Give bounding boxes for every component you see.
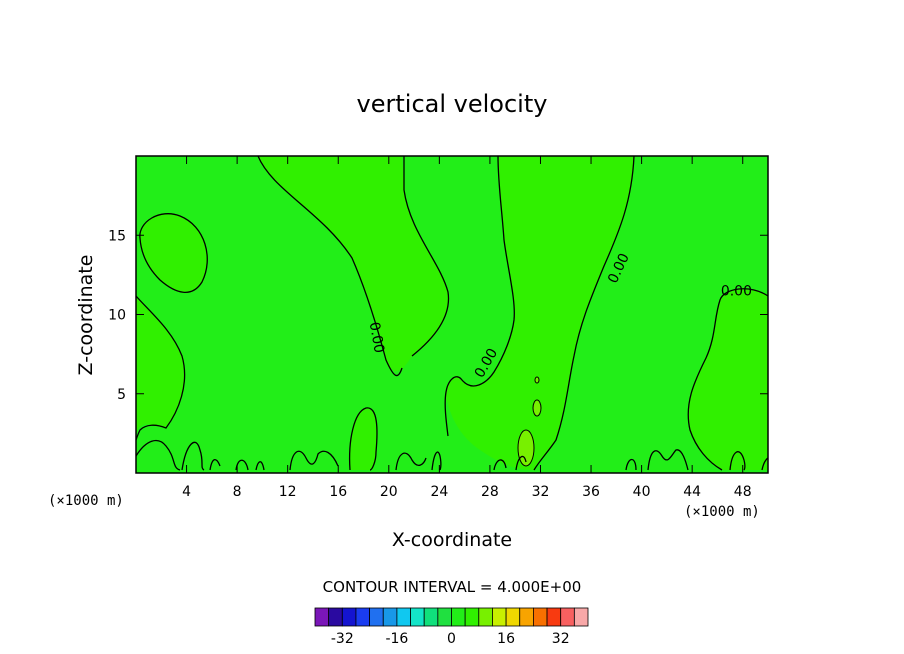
contour-line bbox=[431, 451, 442, 471]
colorbar-tick-labels: -32 -16 0 16 32 bbox=[331, 631, 570, 647]
contour-line bbox=[257, 155, 403, 377]
colorbar-swatch bbox=[328, 607, 343, 627]
positive-velocity-cell bbox=[532, 399, 542, 417]
colorbar-swatch bbox=[533, 607, 548, 627]
contour-line bbox=[687, 288, 769, 471]
x-tick-label: 20 bbox=[380, 484, 398, 500]
colorbar-swatch bbox=[451, 607, 466, 627]
colorbar-tick-label: -16 bbox=[385, 631, 408, 647]
contour-line bbox=[289, 450, 339, 471]
y-axis-ticks: 5 10 15 bbox=[108, 228, 768, 403]
colorbar-tick-label: 0 bbox=[447, 631, 456, 647]
contour-label: 0.00 bbox=[721, 283, 752, 299]
x-tick-label: 8 bbox=[233, 484, 242, 500]
contour-line bbox=[625, 458, 637, 471]
x-axis-ticks: 4 8 12 16 20 24 28 32 36 40 44 48 bbox=[182, 156, 752, 500]
contour-region-fill bbox=[136, 296, 185, 440]
colorbar-swatch bbox=[546, 607, 562, 627]
colorbar-swatch bbox=[355, 607, 371, 627]
x-tick-label: 24 bbox=[430, 484, 448, 500]
contour-line bbox=[135, 439, 181, 471]
contour-line bbox=[647, 449, 689, 471]
x-unit-label-right: (×1000 m) bbox=[684, 504, 760, 520]
x-axis-title: X-coordinate bbox=[392, 529, 512, 551]
contour-line bbox=[395, 452, 427, 471]
x-tick-label: 40 bbox=[633, 484, 651, 500]
colorbar-swatch bbox=[492, 607, 507, 627]
colorbar-swatch bbox=[478, 607, 493, 627]
contour-line bbox=[515, 455, 527, 471]
contour-lines bbox=[135, 155, 769, 471]
y-tick-label: 15 bbox=[108, 228, 126, 244]
x-tick-label: 28 bbox=[481, 484, 499, 500]
contour-plot-area: 0.000.000.000.00 bbox=[135, 155, 769, 474]
contour-line bbox=[444, 155, 515, 437]
contour-interval-label: CONTOUR INTERVAL = 4.000E+00 bbox=[323, 578, 582, 596]
colorbar-swatch bbox=[560, 607, 575, 627]
contour-line bbox=[533, 155, 635, 471]
chart-title: vertical velocity bbox=[357, 90, 548, 118]
contour-region-fill bbox=[349, 407, 377, 470]
colorbar-swatch bbox=[423, 607, 439, 627]
colorbar-tick-label: 16 bbox=[497, 631, 515, 647]
y-tick-label: 5 bbox=[117, 387, 126, 403]
colorbar-swatch bbox=[396, 607, 411, 627]
colorbar-swatch bbox=[314, 607, 330, 627]
x-tick-label: 36 bbox=[582, 484, 600, 500]
contour-region-fills bbox=[136, 156, 768, 470]
contour-label: 0.00 bbox=[366, 321, 387, 354]
colorbar-swatch bbox=[464, 607, 480, 627]
colorbar-tick-label: 32 bbox=[552, 631, 570, 647]
positive-velocity-cell bbox=[534, 376, 540, 384]
colorbar-swatch bbox=[341, 607, 357, 627]
x-unit-label-left: (×1000 m) bbox=[48, 493, 124, 509]
contour-line bbox=[729, 451, 746, 471]
contour-line bbox=[209, 459, 221, 471]
colorbar-tick-label: -32 bbox=[331, 631, 354, 647]
colorbar-swatch bbox=[519, 607, 534, 627]
contour-region-fill bbox=[139, 213, 208, 293]
x-tick-label: 48 bbox=[734, 484, 752, 500]
negative-region-fill bbox=[136, 156, 768, 473]
contour-line bbox=[139, 213, 208, 293]
x-tick-label: 12 bbox=[279, 484, 297, 500]
contour-line bbox=[493, 459, 507, 471]
x-tick-label: 4 bbox=[182, 484, 191, 500]
colorbar-swatch bbox=[505, 607, 521, 627]
colorbar-swatch bbox=[410, 607, 425, 627]
y-axis-title: Z-coordinate bbox=[75, 255, 97, 376]
colorbar-swatch bbox=[382, 607, 398, 627]
x-tick-label: 44 bbox=[683, 484, 701, 500]
colorbar-swatch bbox=[573, 607, 589, 627]
y-tick-label: 10 bbox=[108, 308, 126, 324]
contour-line bbox=[255, 461, 265, 471]
colorbar-swatch bbox=[437, 607, 452, 627]
contour-line bbox=[181, 441, 205, 471]
contour-line bbox=[135, 295, 186, 441]
contour-line bbox=[348, 407, 378, 471]
contour-region-fill bbox=[258, 156, 449, 372]
contour-region-fill bbox=[445, 156, 634, 470]
x-tick-label: 32 bbox=[532, 484, 550, 500]
x-tick-label: 16 bbox=[329, 484, 347, 500]
colorbar bbox=[314, 607, 589, 627]
contour-region-fill bbox=[688, 288, 768, 470]
colorbar-swatch bbox=[369, 607, 384, 627]
contour-line bbox=[403, 156, 450, 357]
